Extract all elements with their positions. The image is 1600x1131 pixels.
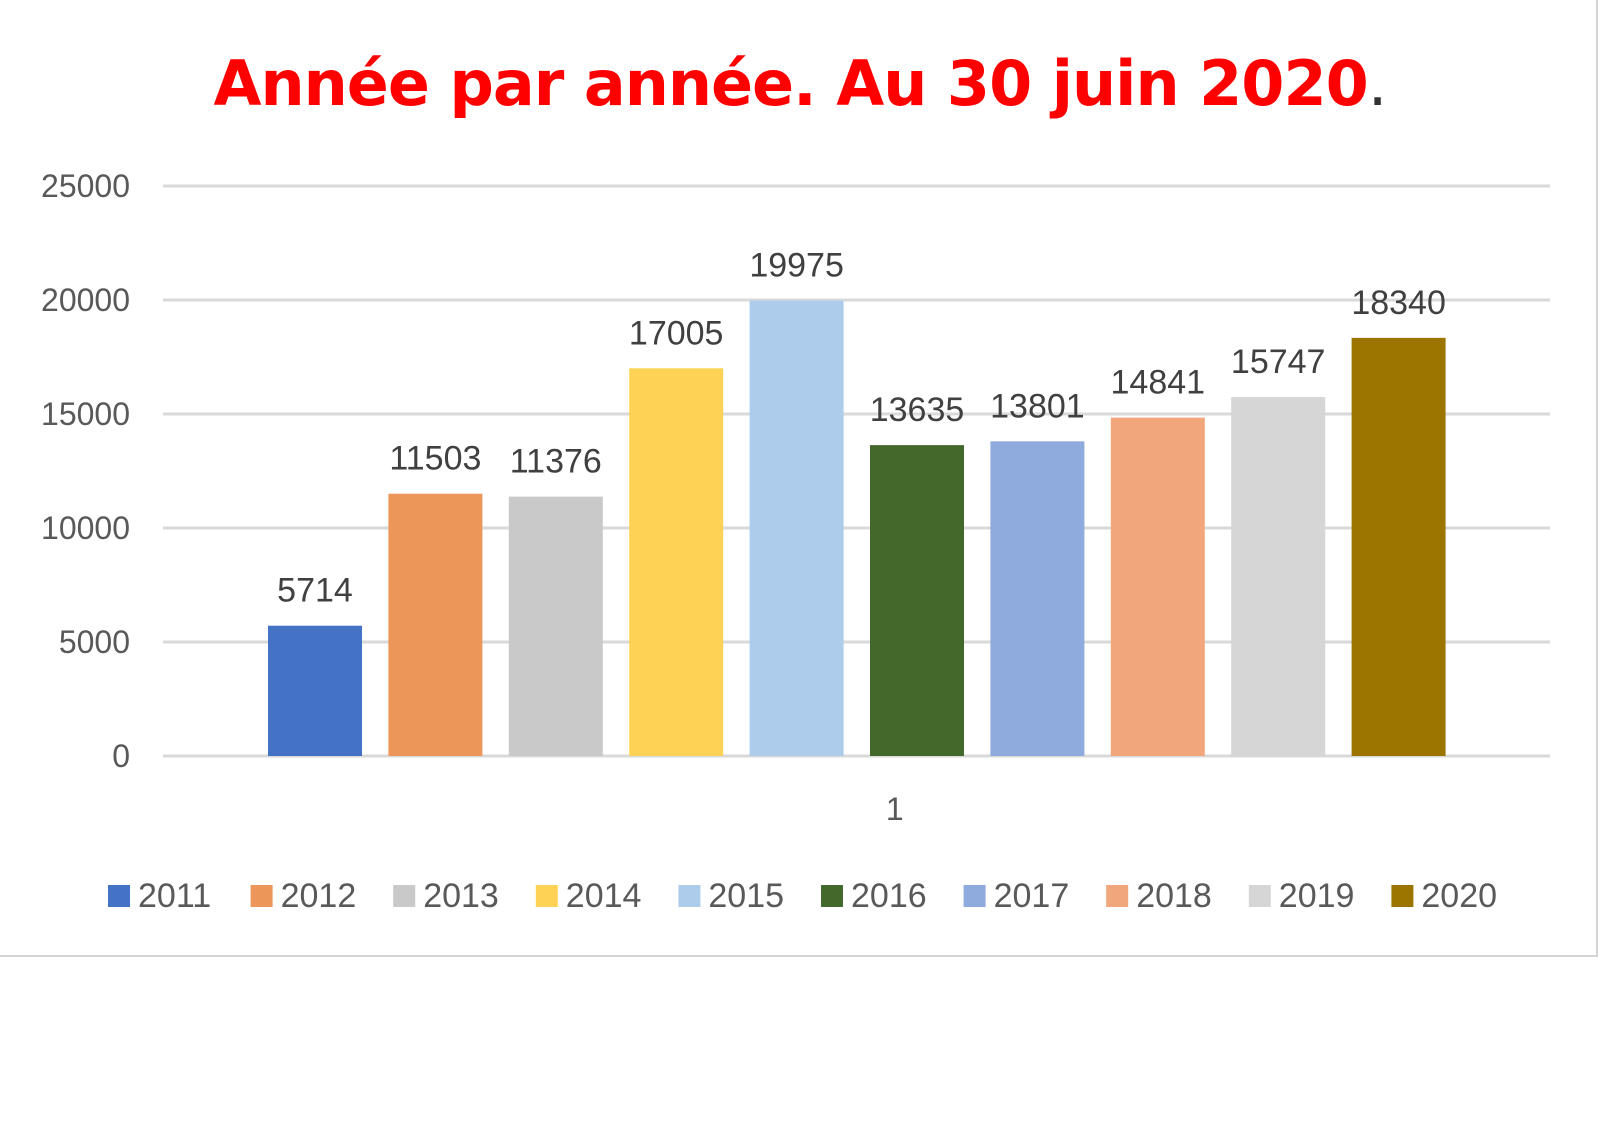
legend-swatch-2016	[821, 885, 843, 907]
legend-swatch-2019	[1248, 885, 1271, 907]
data-label-2018: 14841	[1111, 364, 1206, 402]
legend-swatch-2013	[393, 885, 416, 907]
x-axis-ticks: 1	[886, 791, 904, 827]
bar-2017	[990, 441, 1085, 756]
legend-swatch-2011	[108, 885, 130, 907]
y-tick-label: 10000	[41, 510, 130, 546]
bar-2018	[1110, 417, 1205, 756]
bars	[268, 300, 1446, 756]
data-label-2016: 13635	[870, 391, 965, 429]
gridlines	[163, 184, 1550, 758]
legend-label-2015: 2015	[708, 877, 784, 915]
bar-2013	[508, 496, 603, 756]
y-tick-label: 0	[112, 738, 130, 774]
y-axis-ticks: 0 5000 10000 15000 20000 25000	[41, 168, 130, 774]
data-label-2017: 13801	[990, 387, 1085, 425]
data-label-2012: 11503	[389, 440, 481, 478]
data-label-2015: 19975	[749, 247, 844, 285]
legend-swatch-2017	[963, 885, 986, 907]
legend-label-2016: 2016	[851, 877, 927, 915]
legend-swatch-2014	[535, 885, 558, 907]
legend-swatch-2018	[1106, 885, 1129, 907]
data-label-2020: 18340	[1351, 284, 1446, 322]
legend-label-2014: 2014	[566, 877, 642, 915]
legend-label-2018: 2018	[1136, 877, 1212, 915]
legend-label-2013: 2013	[423, 877, 499, 915]
chart-title: Année par année. Au 30 juin 2020.	[0, 44, 1600, 124]
legend-swatch-2015	[678, 885, 701, 907]
bar-2015	[749, 300, 844, 756]
chart-title-suffix: .	[1367, 47, 1388, 120]
bar-2016	[870, 445, 964, 756]
legend-swatch-2020	[1391, 885, 1414, 907]
bar-2011	[268, 625, 362, 756]
data-label-2014: 17005	[629, 314, 724, 352]
data-label-2019: 15747	[1231, 343, 1326, 381]
y-tick-label: 20000	[41, 282, 130, 318]
legend-label-2019: 2019	[1279, 877, 1355, 915]
legend-label-2020: 2020	[1421, 877, 1497, 915]
y-tick-label: 5000	[59, 624, 130, 660]
legend-label-2017: 2017	[994, 877, 1070, 915]
legend: 2011 2012 2013 2014 2015 2016 2017 2018 2019 2020	[108, 877, 1497, 915]
legend-swatch-2012	[250, 885, 273, 907]
y-tick-label: 15000	[41, 396, 130, 432]
x-tick-label: 1	[886, 791, 904, 827]
y-tick-label: 25000	[41, 168, 130, 204]
legend-label-2012: 2012	[281, 877, 357, 915]
legend-label-2011: 2011	[138, 877, 211, 915]
data-labels: 5714 11503 11376 17005 19975 13635 13801 14841 1…	[277, 247, 1446, 610]
bar-2019	[1231, 396, 1326, 756]
data-label-2013: 11376	[510, 443, 602, 481]
bar-2020	[1351, 337, 1446, 756]
chart-title-text: Année par année. Au 30 juin 2020	[213, 47, 1369, 120]
bar-chart: 0 5000 10000 15000 20000 25000 5714 11503 11376…	[41, 168, 1550, 915]
bar-2014	[629, 368, 724, 756]
bar-2012	[388, 493, 483, 756]
data-label-2011: 5714	[277, 572, 353, 610]
